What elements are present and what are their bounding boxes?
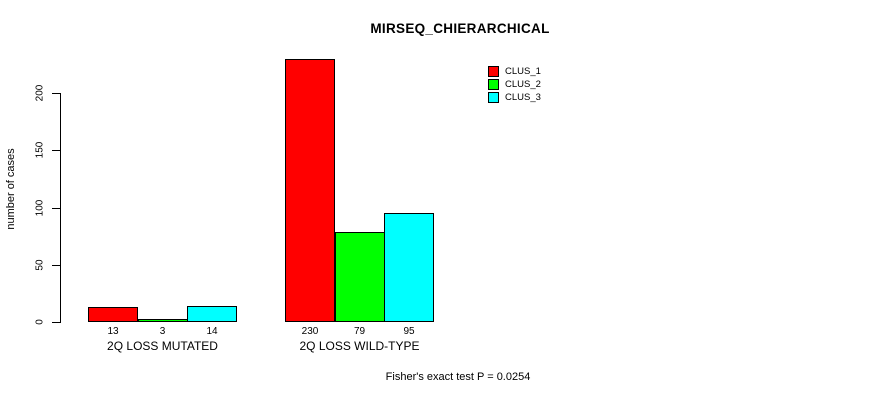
- bar-clus_2-group2: [334, 232, 385, 322]
- y-tick-mark: [52, 322, 60, 323]
- legend-label: CLUS_2: [505, 79, 541, 90]
- y-tick-mark: [52, 264, 60, 266]
- legend-swatch-clus_2: [488, 79, 499, 90]
- bar-clus_1-group2: [285, 59, 335, 322]
- bar-clus_1-group1: [88, 307, 138, 322]
- bar-value-label: 3: [159, 326, 166, 337]
- bar-value-label: 230: [301, 326, 319, 337]
- bar-clus_2-group1: [137, 319, 188, 322]
- y-tick-mark: [52, 93, 60, 94]
- y-tick-mark: [52, 150, 60, 152]
- category-label: 2Q LOSS WILD-TYPE: [299, 339, 420, 353]
- legend-label: CLUS_3: [505, 92, 541, 103]
- category-label: 2Q LOSS MUTATED: [107, 339, 218, 353]
- legend-swatch-clus_3: [488, 92, 499, 103]
- fisher-test-annotation: Fisher's exact test P = 0.0254: [385, 371, 531, 383]
- legend-label: CLUS_1: [505, 66, 541, 77]
- y-tick-label: 0: [34, 319, 46, 325]
- y-tick-label: 200: [34, 84, 46, 102]
- y-tick-label: 50: [34, 259, 46, 271]
- legend-swatch-clus_1: [488, 66, 499, 77]
- y-axis-label: number of cases: [5, 148, 17, 230]
- y-axis-line: [60, 93, 61, 323]
- bar-value-label: 14: [206, 326, 218, 337]
- y-tick-label: 150: [34, 141, 46, 159]
- bar-clus_3-group2: [384, 213, 434, 322]
- bar-value-label: 79: [353, 326, 366, 337]
- legend-row: CLUS_3: [488, 91, 541, 104]
- legend-row: CLUS_2: [488, 78, 541, 91]
- chart-title: MIRSEQ_CHIERARCHICAL: [370, 21, 550, 36]
- bar-value-label: 95: [403, 326, 415, 337]
- y-tick-label: 100: [34, 199, 46, 216]
- y-tick-mark: [52, 207, 60, 209]
- bar-clus_3-group1: [187, 306, 237, 322]
- bar-value-label: 13: [107, 326, 119, 337]
- legend: CLUS_1 CLUS_2 CLUS_3: [488, 65, 541, 104]
- legend-row: CLUS_1: [488, 65, 541, 78]
